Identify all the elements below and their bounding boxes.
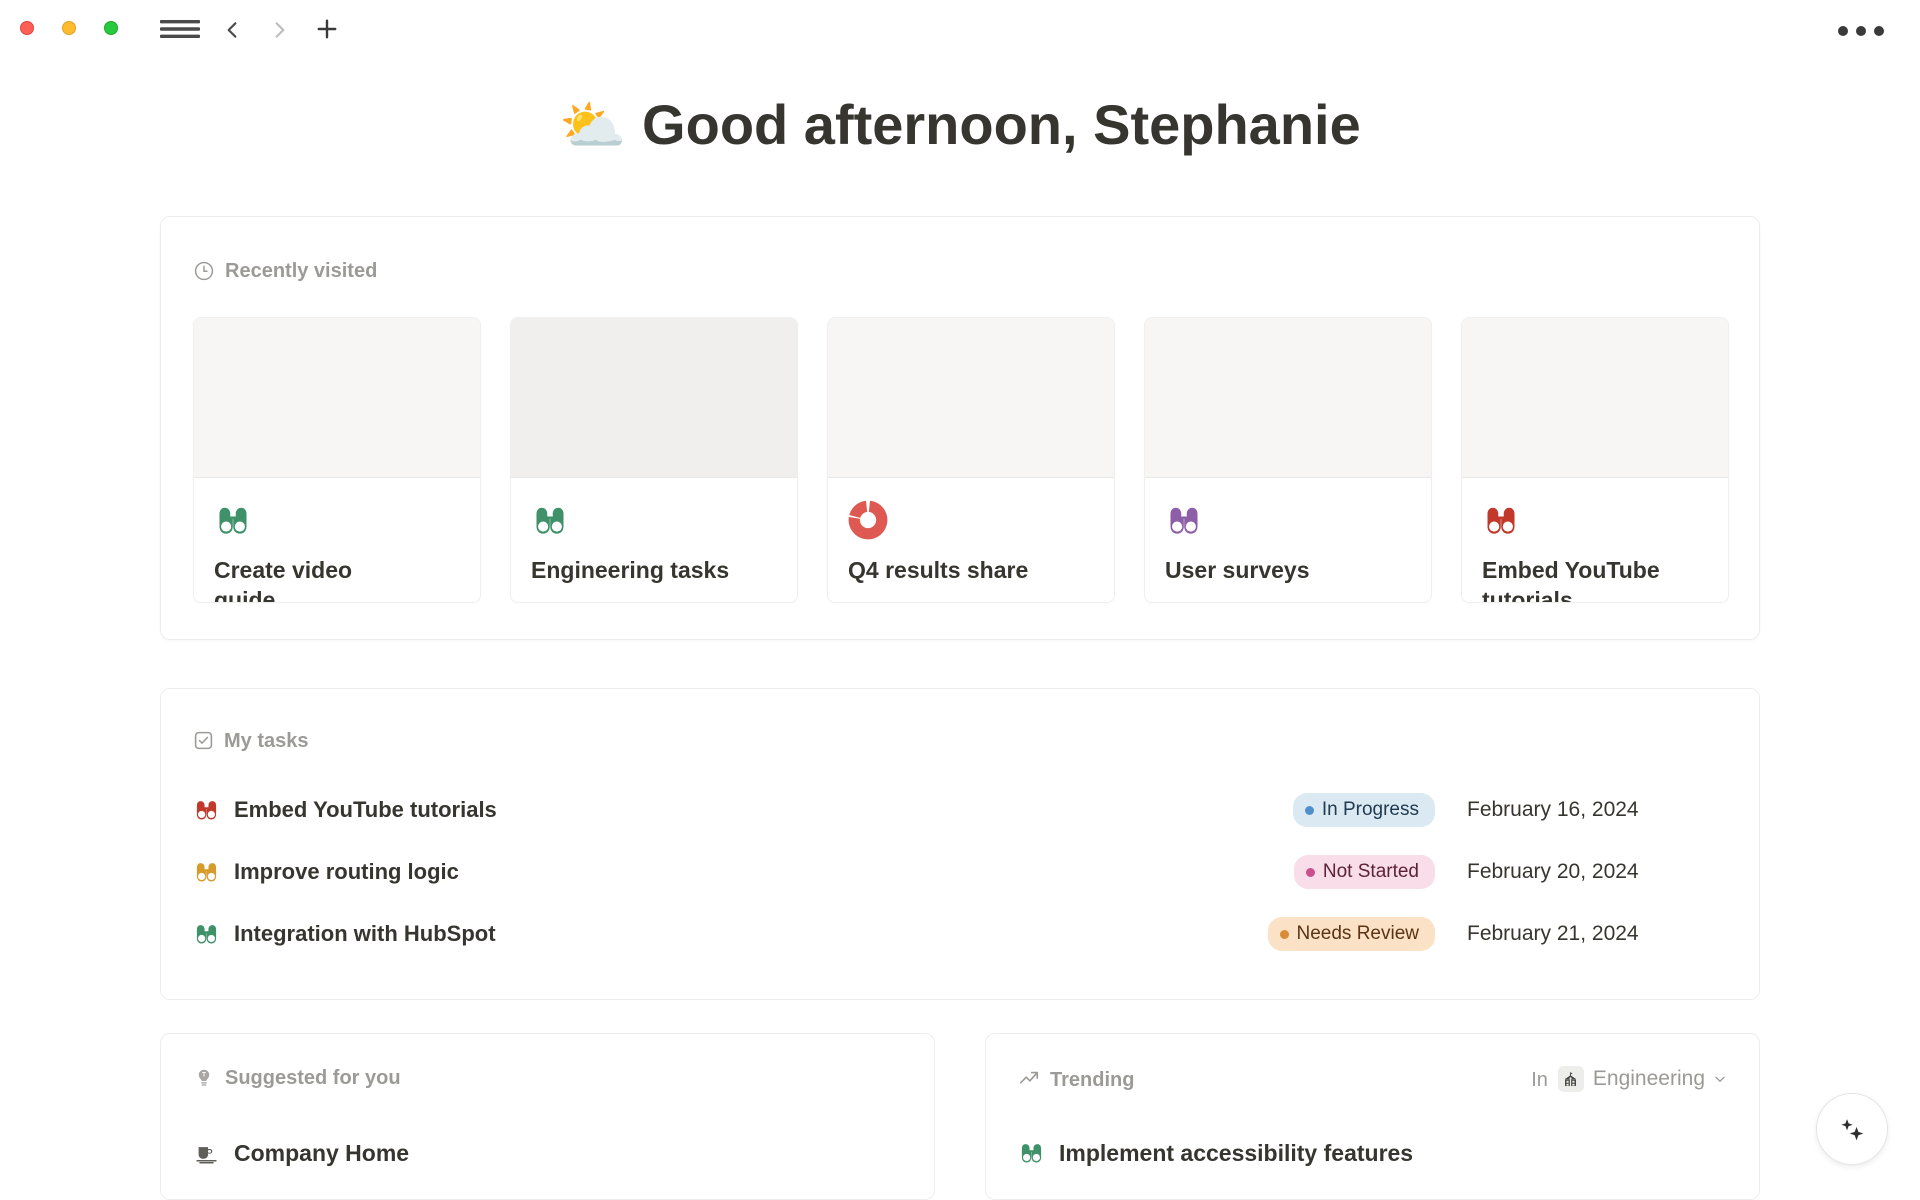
svg-text:T: T bbox=[202, 1071, 206, 1078]
